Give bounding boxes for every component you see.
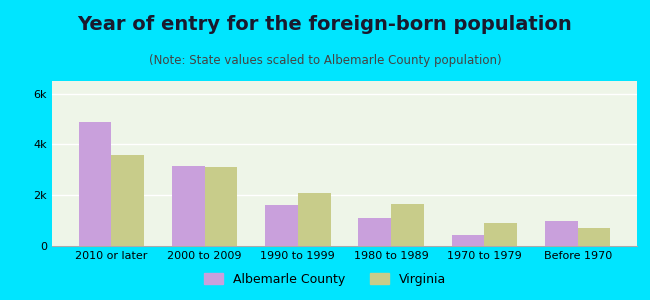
Bar xyxy=(484,223,517,246)
Bar xyxy=(391,204,424,246)
Bar xyxy=(172,166,205,246)
Bar xyxy=(578,228,610,246)
Bar xyxy=(265,206,298,246)
Bar xyxy=(111,154,144,246)
Bar xyxy=(205,167,237,246)
Bar xyxy=(452,235,484,246)
Bar xyxy=(545,220,578,246)
Bar xyxy=(79,122,111,246)
Bar xyxy=(298,193,330,246)
Text: (Note: State values scaled to Albemarle County population): (Note: State values scaled to Albemarle … xyxy=(149,54,501,67)
Legend: Albemarle County, Virginia: Albemarle County, Virginia xyxy=(199,268,451,291)
Bar xyxy=(359,218,391,246)
Text: Year of entry for the foreign-born population: Year of entry for the foreign-born popul… xyxy=(77,15,573,34)
